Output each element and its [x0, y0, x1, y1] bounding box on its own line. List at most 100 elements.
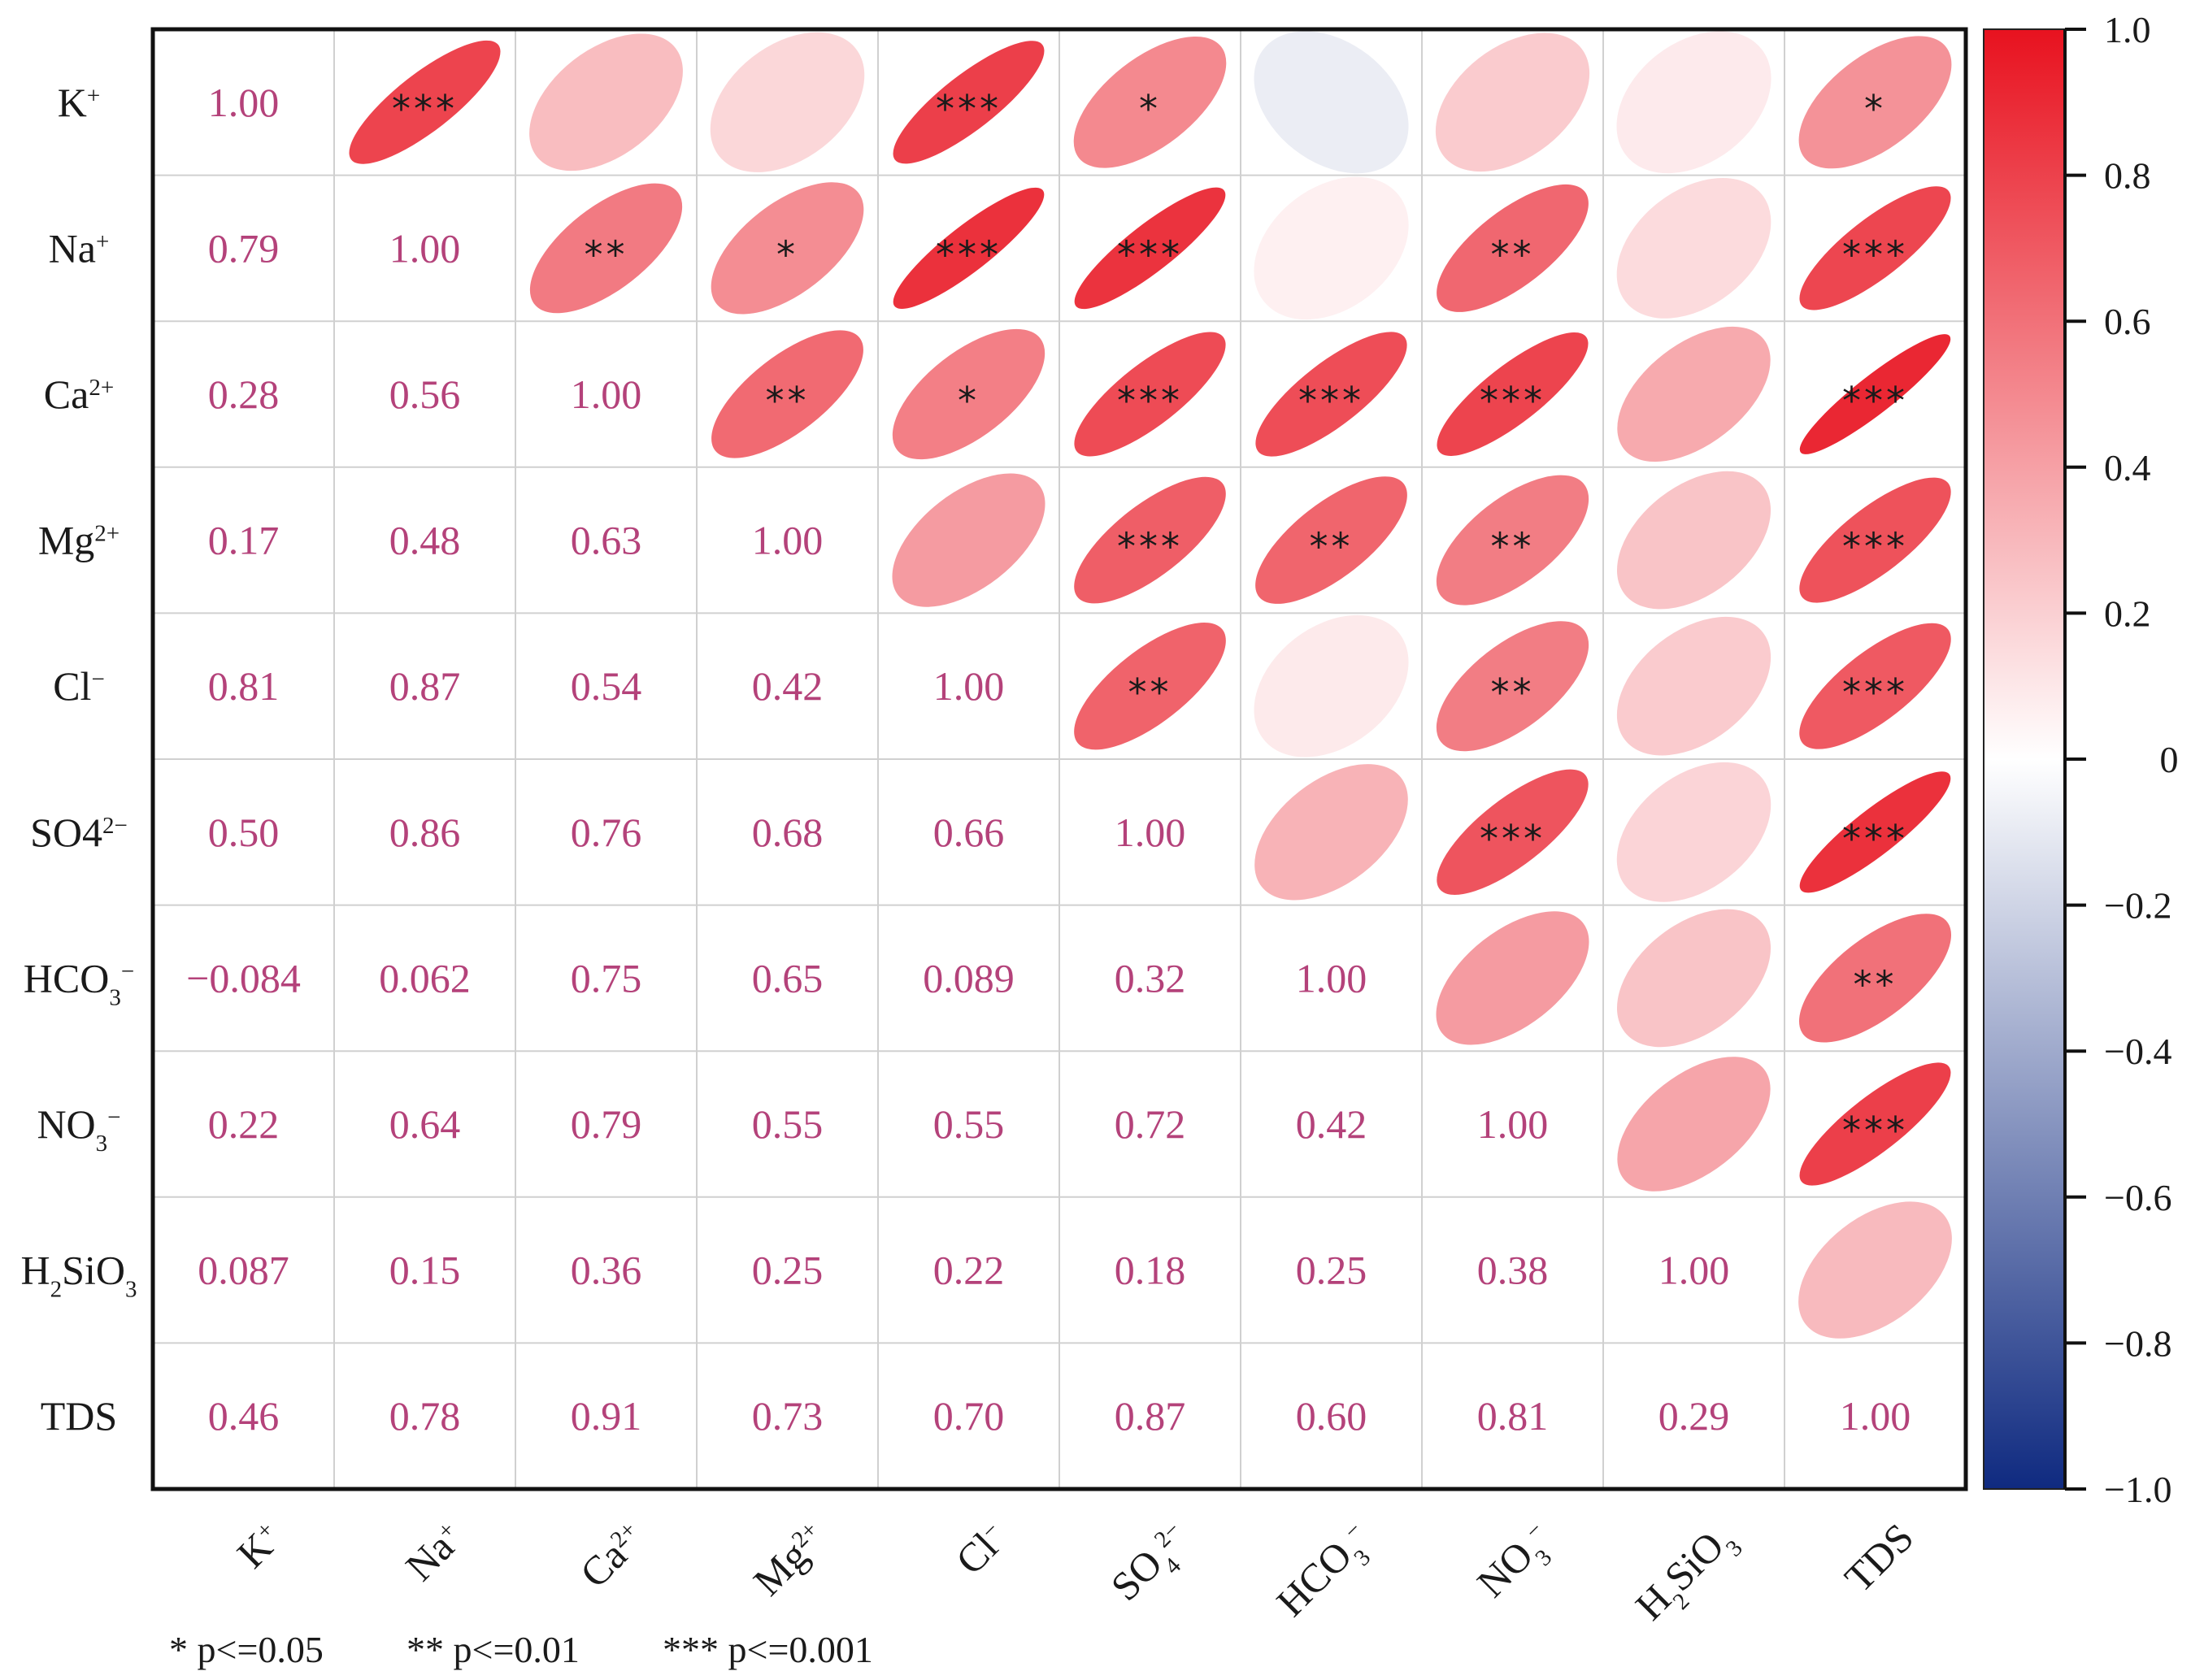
coefficient-label: 0.72 — [1115, 1101, 1186, 1147]
significance-legend: * p<=0.05 ** p<=0.01 *** p<=0.001 — [169, 1629, 873, 1670]
row-label: H2SiO3 — [21, 1248, 137, 1303]
significance-stars: *** — [1298, 379, 1364, 423]
correlation-ellipse — [710, 32, 865, 172]
correlation-ellipse — [529, 183, 683, 314]
coefficient-label: 0.79 — [208, 225, 280, 271]
correlation-ellipse — [1074, 476, 1226, 604]
significance-stars: *** — [1842, 671, 1908, 714]
correlation-ellipse — [1254, 764, 1408, 901]
colorbar-gradient — [1983, 28, 2066, 1490]
correlation-ellipse — [1799, 623, 1951, 749]
correlation-ellipse — [1254, 614, 1409, 758]
column-label: Ca2+ — [572, 1514, 654, 1596]
correlation-ellipse — [711, 330, 863, 458]
coefficient-label: 0.22 — [933, 1248, 1005, 1293]
column-label: K+ — [228, 1514, 291, 1577]
row-label: Ca2+ — [44, 371, 114, 417]
correlation-ellipse — [1617, 1057, 1771, 1192]
coefficient-label: 0.36 — [571, 1248, 642, 1293]
coefficient-label: 0.38 — [1477, 1248, 1549, 1293]
column-label: TDS — [1836, 1514, 1922, 1600]
coefficient-label: 0.42 — [752, 663, 824, 709]
colorbar-tick-label: −0.4 — [2104, 1031, 2171, 1072]
column-label: Na+ — [397, 1514, 472, 1589]
coefficient-label: 0.65 — [752, 955, 824, 1001]
coefficient-label: 0.42 — [1296, 1101, 1367, 1147]
correlation-ellipse — [1799, 334, 1951, 454]
significance-stars: *** — [1117, 379, 1183, 423]
coefficient-label: 0.28 — [208, 371, 280, 417]
significance-stars: ** — [1491, 525, 1535, 569]
correlation-ellipse — [1616, 31, 1771, 174]
significance-stars: *** — [1842, 1109, 1908, 1153]
coefficient-label: 0.86 — [389, 810, 461, 855]
coefficient-label: 0.22 — [208, 1101, 280, 1147]
correlation-ellipse — [1616, 471, 1771, 610]
coefficient-label: 1.00 — [571, 371, 642, 417]
correlation-ellipse — [711, 182, 864, 315]
correlation-ellipse — [1436, 621, 1589, 752]
coefficient-label: 0.81 — [1477, 1393, 1549, 1439]
coefficient-label: 0.76 — [571, 810, 642, 855]
correlation-ellipse — [1073, 36, 1227, 168]
correlation-ellipse — [892, 328, 1045, 460]
coefficient-label: 0.87 — [389, 663, 461, 709]
coefficient-label: 0.25 — [752, 1248, 824, 1293]
matrix-cells: 1.00 *** *** * *0.79 1.00 ** * *** *** ** ***0.28 0.… — [186, 31, 1952, 1439]
column-labels: K+ Na+ Ca2+ Mg2+ Cl− SO42− HCO3− NO3− H2SiO3 TDS — [228, 1514, 1923, 1632]
coefficient-label: 0.79 — [571, 1101, 642, 1147]
coefficient-label: 0.062 — [379, 955, 471, 1001]
significance-stars: *** — [1842, 817, 1908, 861]
colorbar-tick-label: 0.6 — [2104, 301, 2151, 342]
significance-stars: ** — [1128, 671, 1172, 714]
significance-stars: ** — [766, 379, 810, 423]
colorbar-tick-label: −0.6 — [2104, 1177, 2171, 1218]
row-label: SO42− — [30, 810, 128, 855]
correlation-ellipse — [1436, 475, 1589, 606]
significance-stars: *** — [392, 87, 458, 131]
coefficient-label: 0.91 — [571, 1393, 642, 1439]
row-label: K+ — [58, 80, 100, 125]
correlation-ellipse — [1798, 914, 1952, 1043]
correlation-ellipse — [1616, 762, 1771, 902]
coefficient-label: 1.00 — [1477, 1101, 1549, 1147]
row-label: HCO3− — [24, 955, 134, 1010]
coefficient-label: 0.50 — [208, 810, 280, 855]
coefficient-label: 0.68 — [752, 810, 824, 855]
correlation-ellipse — [1254, 176, 1409, 320]
coefficient-label: 0.64 — [389, 1101, 461, 1147]
correlation-ellipse — [1799, 477, 1951, 603]
significance-stars: * — [958, 379, 980, 423]
coefficient-label: −0.084 — [186, 955, 301, 1001]
coefficient-label: 0.70 — [933, 1393, 1005, 1439]
coefficient-label: 1.00 — [1658, 1248, 1730, 1293]
colorbar-tick-label: 1.0 — [2104, 9, 2151, 50]
row-label: NO3− — [37, 1101, 120, 1157]
coefficient-label: 0.32 — [1115, 955, 1186, 1001]
plot-frame — [150, 27, 1968, 1491]
coefficient-label: 1.00 — [208, 80, 280, 125]
correlation-ellipse — [1616, 909, 1771, 1048]
coefficient-label: 0.48 — [389, 518, 461, 563]
coefficient-label: 1.00 — [389, 225, 461, 271]
colorbar-tick-label: 0.8 — [2104, 155, 2151, 197]
coefficient-label: 0.29 — [1658, 1393, 1730, 1439]
coefficient-label: 0.55 — [933, 1101, 1005, 1147]
significance-stars: ** — [1491, 671, 1535, 714]
column-label: HCO3− — [1267, 1514, 1385, 1632]
column-label: NO3− — [1468, 1514, 1567, 1613]
colorbar-tick-label: 0.4 — [2104, 447, 2151, 488]
significance-stars: ** — [1491, 232, 1535, 276]
correlation-ellipse — [1254, 31, 1409, 174]
column-label: Cl− — [947, 1514, 1016, 1583]
coefficient-label: 0.25 — [1296, 1248, 1367, 1293]
correlation-ellipse — [1074, 332, 1226, 457]
coefficient-label: 1.00 — [752, 518, 824, 563]
coefficient-label: 0.089 — [923, 955, 1015, 1001]
significance-stars: *** — [1842, 379, 1908, 423]
correlation-ellipse — [1798, 36, 1952, 169]
correlation-ellipse — [1437, 184, 1589, 312]
correlation-ellipse — [1799, 1062, 1951, 1186]
significance-stars: *** — [1480, 379, 1545, 423]
correlation-ellipse — [1799, 186, 1951, 310]
